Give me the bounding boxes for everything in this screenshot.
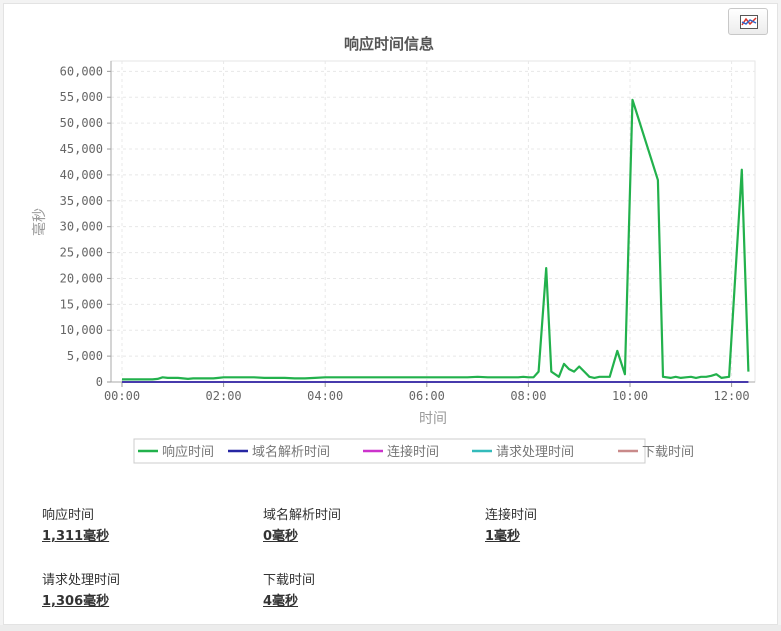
- stat-value-link[interactable]: 0毫秒: [263, 529, 299, 544]
- y-tick-label: 15,000: [60, 297, 103, 311]
- x-tick-label: 10:00: [612, 389, 648, 403]
- x-tick-label: 04:00: [307, 389, 343, 403]
- stat-request-processing-time: 请求处理时间 1,306毫秒: [42, 572, 242, 611]
- x-tick-label: 02:00: [206, 389, 242, 403]
- y-tick-label: 45,000: [60, 142, 103, 156]
- legend-item-label: 响应时间: [162, 444, 214, 460]
- chart-legend: 响应时间 域名解析时间 连接时间 请求处理时间 下载时间: [133, 438, 694, 464]
- chart-axes: 0 5,000 10,000 15,000 20,000 25,000 30,000 35,0…: [60, 61, 755, 403]
- x-tick-label: 00:00: [104, 389, 140, 403]
- stat-label: 域名解析时间: [263, 508, 342, 523]
- x-axis-title: 时间: [419, 411, 447, 427]
- chart-panel: [3, 3, 778, 625]
- y-axis-title: 毫秒: [31, 208, 48, 236]
- y-tick-label: 55,000: [60, 90, 103, 104]
- bottom-scroll-strip: [0, 625, 781, 631]
- y-tick-label: 40,000: [60, 168, 103, 182]
- y-tick-label: 50,000: [60, 116, 103, 130]
- chart-series: [122, 98, 750, 383]
- stat-label: 连接时间: [485, 508, 538, 523]
- chart-export-icon: [740, 15, 758, 29]
- stat-response-time: 响应时间 1,311毫秒: [42, 507, 242, 546]
- stat-label: 请求处理时间: [42, 573, 121, 588]
- stat-value-link[interactable]: 4毫秒: [263, 594, 299, 609]
- stat-value-link[interactable]: 1,306毫秒: [42, 594, 110, 609]
- legend-item-label: 请求处理时间: [496, 445, 574, 460]
- x-tick-label: 12:00: [714, 389, 750, 403]
- legend-box: [133, 438, 646, 464]
- series-line-0: [122, 98, 750, 381]
- stat-label: 下载时间: [263, 573, 316, 588]
- y-tick-label: 25,000: [60, 246, 103, 260]
- x-tick-label: 08:00: [510, 389, 546, 403]
- y-tick-label: 35,000: [60, 194, 103, 208]
- stat-value-link[interactable]: 1毫秒: [485, 529, 521, 544]
- legend-item-label: 连接时间: [387, 444, 439, 460]
- y-tick-label: 30,000: [60, 220, 103, 234]
- chart-title: 响应时间信息: [344, 35, 434, 53]
- y-tick-label: 5,000: [67, 349, 103, 363]
- y-tick-label: 60,000: [60, 64, 103, 78]
- stat-connect-time: 连接时间 1毫秒: [485, 507, 685, 546]
- legend-item-label: 域名解析时间: [252, 444, 330, 460]
- chart-export-button[interactable]: [728, 8, 768, 35]
- y-tick-label: 0: [96, 375, 103, 389]
- response-time-chart: 响应时间信息 0 5,000 10,000 15,000 20,000 25,000 30,…: [31, 35, 756, 464]
- x-tick-label: 06:00: [409, 389, 445, 403]
- legend-item-label: 下载时间: [642, 445, 694, 460]
- y-tick-label: 10,000: [60, 323, 103, 337]
- stat-dns-time: 域名解析时间 0毫秒: [263, 507, 463, 546]
- stat-download-time: 下载时间 4毫秒: [263, 572, 463, 611]
- stat-label: 响应时间: [42, 508, 95, 523]
- y-tick-label: 20,000: [60, 271, 103, 285]
- stat-value-link[interactable]: 1,311毫秒: [42, 529, 110, 544]
